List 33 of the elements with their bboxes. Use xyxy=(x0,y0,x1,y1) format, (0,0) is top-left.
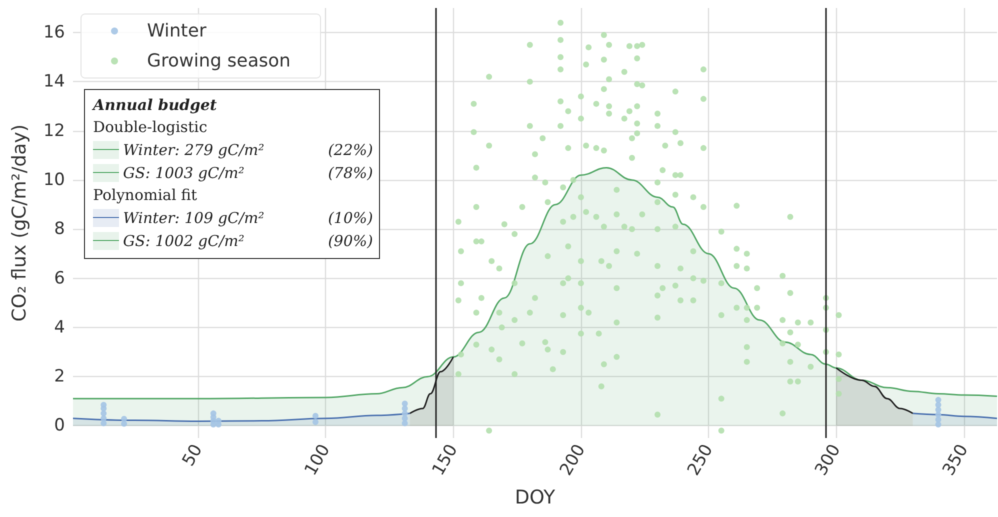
annotation: Polynomial fit xyxy=(93,185,198,206)
text: Winter: 109 gC/m² (10%) xyxy=(123,208,373,226)
y-tick-label: 6 xyxy=(54,268,65,288)
point xyxy=(100,410,107,416)
point xyxy=(935,396,942,403)
y-tick-label: 12 xyxy=(43,120,65,141)
y-tick-label: 8 xyxy=(54,219,65,240)
text: GS: 1003 gC/m² (78%) xyxy=(123,164,373,182)
x-tick-label: 50 xyxy=(178,441,207,470)
annotation: Double-logistic xyxy=(93,117,208,138)
point xyxy=(121,416,128,422)
text: GS: 1002 gC/m² (90%) xyxy=(123,232,373,250)
legend-label: Winter xyxy=(147,20,207,42)
point xyxy=(402,420,408,426)
point xyxy=(935,402,942,408)
point xyxy=(312,419,318,426)
annotation: Annual budget xyxy=(93,95,218,116)
y-tick-label: 16 xyxy=(43,22,65,43)
point xyxy=(312,412,318,419)
y-tick-label: 14 xyxy=(43,72,65,92)
legend-label: Growing season xyxy=(147,50,291,72)
text: Winter: 279 gC/m² (22%) xyxy=(123,140,373,158)
point xyxy=(210,410,216,416)
y-tick-label: 0 xyxy=(54,416,65,436)
y-axis-title: CO₂ flux (gC/m²/day) xyxy=(8,124,30,322)
point xyxy=(100,415,107,422)
y-tick-label: 10 xyxy=(43,170,65,190)
point xyxy=(402,400,408,407)
point xyxy=(402,406,408,412)
y-tick-label: 4 xyxy=(54,317,65,338)
point xyxy=(100,402,107,408)
y-tick-label: 2 xyxy=(54,366,65,387)
x-axis-title: DOY xyxy=(514,486,556,508)
